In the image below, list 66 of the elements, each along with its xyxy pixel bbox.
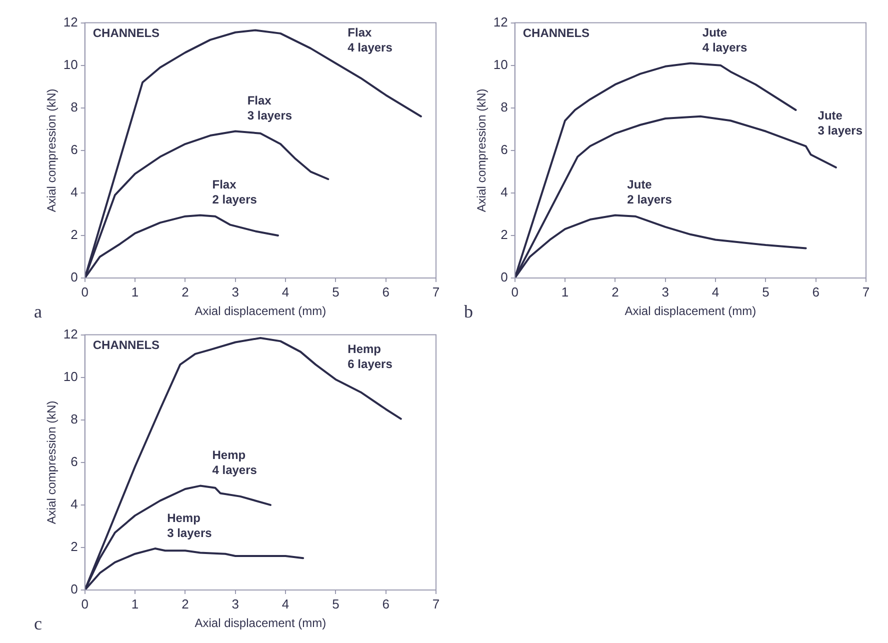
x-tick-label: 4 — [282, 284, 290, 300]
x-tick-label: 7 — [432, 596, 440, 612]
annotation: CHANNELS — [92, 26, 160, 40]
x-tick-label: 1 — [561, 284, 569, 300]
x-tick-label: 2 — [182, 596, 189, 612]
y-tick-label: 2 — [70, 539, 78, 554]
x-tick-label: 5 — [332, 596, 340, 612]
y-axis-title: Axial compression (kN) — [474, 88, 489, 212]
x-tick-label: 0 — [81, 596, 88, 612]
series-label: Jute 2 layers — [627, 178, 672, 207]
text: b — [464, 302, 473, 322]
y-tick-label: 0 — [70, 582, 78, 597]
y-tick-label: 0 — [500, 270, 508, 285]
y-tick-label: 8 — [70, 411, 78, 426]
x-axis-title: Axial displacement (mm) — [194, 616, 326, 630]
series-label: Hemp 6 layers — [348, 342, 393, 371]
x-tick-label: 3 — [232, 284, 239, 300]
y-tick-label: 6 — [500, 142, 508, 157]
x-tick-label: 4 — [282, 596, 290, 612]
y-axis-title: Axial compression (kN) — [44, 88, 59, 212]
y-tick-label: 12 — [493, 14, 508, 30]
x-tick-label: 7 — [432, 284, 440, 300]
x-tick-label: 6 — [812, 284, 820, 300]
series-label: Hemp 3 layers — [167, 510, 212, 540]
y-tick-label: 12 — [63, 14, 78, 30]
annotation: CHANNELS — [92, 338, 160, 352]
y-tick-label: 4 — [70, 496, 78, 512]
x-tick-label: 0 — [511, 284, 518, 300]
x-axis-title: Axial displacement (mm) — [624, 304, 756, 318]
y-tick-label: 0 — [70, 270, 78, 285]
y-tick-label: 8 — [70, 99, 78, 114]
x-tick-label: 3 — [232, 596, 239, 612]
x-tick-label: 0 — [81, 284, 88, 300]
x-tick-label: 1 — [131, 284, 139, 300]
annotation: CHANNELS — [522, 26, 590, 40]
y-tick-label: 4 — [500, 184, 508, 200]
series-label: Jute 3 layers — [818, 108, 863, 138]
y-tick-label: 6 — [70, 142, 78, 157]
x-tick-label: 7 — [862, 284, 870, 300]
y-tick-label: 4 — [70, 184, 78, 200]
series-label: Flax 3 layers — [247, 94, 292, 123]
y-axis-title: Axial compression (kN) — [44, 400, 59, 524]
x-tick-label: 6 — [382, 596, 390, 612]
x-tick-label: 2 — [612, 284, 619, 300]
x-tick-label: 5 — [332, 284, 340, 300]
y-tick-label: 10 — [63, 368, 78, 384]
y-tick-label: 8 — [500, 99, 508, 114]
text: c — [34, 614, 42, 634]
x-tick-label: 2 — [182, 284, 189, 300]
x-tick-label: 4 — [712, 284, 720, 300]
y-tick-label: 2 — [70, 227, 78, 242]
x-tick-label: 3 — [662, 284, 669, 300]
y-tick-label: 12 — [63, 326, 78, 342]
y-tick-label: 2 — [500, 227, 508, 242]
series-label: Flax 4 layers — [348, 26, 393, 55]
series-label: Jute 4 layers — [702, 26, 748, 55]
text: a — [34, 302, 42, 322]
y-tick-label: 10 — [63, 56, 78, 72]
x-axis-title: Axial displacement (mm) — [194, 304, 326, 318]
x-tick-label: 1 — [131, 596, 139, 612]
series-label: Flax 2 layers — [212, 178, 258, 207]
y-tick-label: 6 — [70, 454, 78, 469]
series-label: Hemp 4 layers — [212, 448, 258, 478]
x-tick-label: 5 — [762, 284, 770, 300]
y-tick-label: 10 — [493, 56, 508, 72]
x-tick-label: 6 — [382, 284, 390, 300]
